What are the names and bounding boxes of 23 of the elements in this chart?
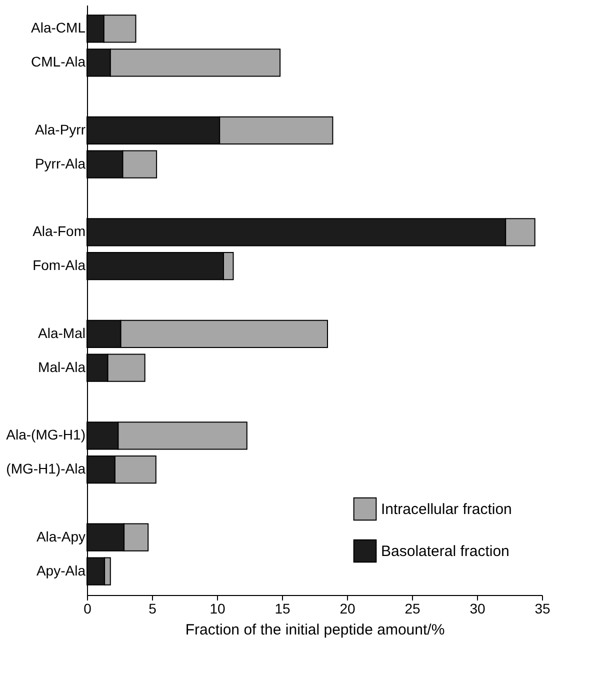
y-tick-label: (MG-H1)-Ala [6,460,86,477]
x-tick-label: 10 [210,600,226,616]
y-tick-label: Ala-Mal [38,324,86,341]
y-tick-label: Fom-Ala [32,257,86,274]
x-tick-label: 15 [274,600,290,616]
x-tick-label: 25 [404,600,420,616]
x-tick-label: 35 [534,600,550,616]
x-tick-label: 5 [148,600,157,616]
x-axis-title: Fraction of the initial peptide amount/% [185,622,445,638]
x-tick-label: 30 [470,600,486,616]
x-tick-label: 20 [340,600,356,616]
y-tick-label: Ala-Fom [32,223,86,240]
x-tick-label: 0 [84,600,92,616]
y-tick-label: Ala-Pyrr [34,121,86,138]
y-tick-label: Mal-Ala [38,358,86,375]
y-tick-label: CML-Ala [31,54,86,70]
legend-label: Basolateral fraction [381,543,510,560]
y-tick-label: Ala-(MG-H1) [6,426,86,443]
y-tick-label: Ala-Apy [36,528,86,544]
y-tick-label: Ala-CML [31,20,86,36]
legend-label: Intracellular fraction [381,501,512,518]
y-tick-label: Pyrr-Ala [34,155,86,172]
y-tick-label: Apy-Ala [36,562,86,578]
